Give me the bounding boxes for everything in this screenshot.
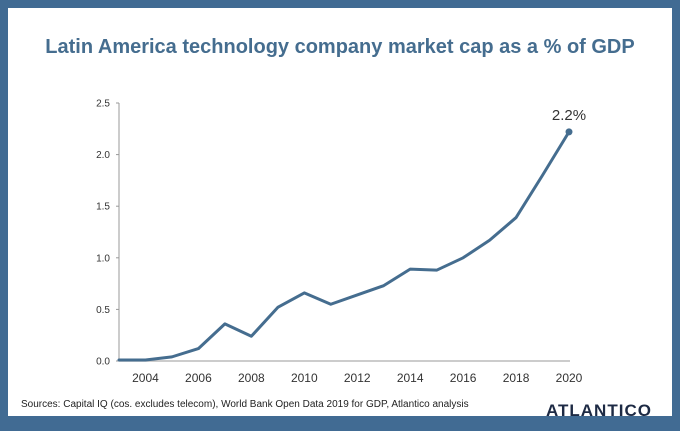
x-tick-label: 2016 xyxy=(450,371,477,385)
x-tick-label: 2014 xyxy=(397,371,424,385)
value-annotation: 2.2% xyxy=(552,107,586,124)
y-tick-label: 0.0 xyxy=(96,357,110,368)
x-tick-label: 2020 xyxy=(556,371,583,385)
end-point-marker xyxy=(565,128,573,136)
y-tick-label: 1.0 xyxy=(96,253,110,264)
x-tick-label: 2008 xyxy=(238,371,265,385)
y-tick-label: 1.5 xyxy=(96,202,110,213)
atlantico-logo: ATLANTICO xyxy=(546,401,652,420)
x-tick-label: 2018 xyxy=(503,371,530,385)
x-tick-label: 2006 xyxy=(185,371,212,385)
series-line xyxy=(117,130,571,362)
y-tick-label: 2.5 xyxy=(96,99,110,110)
x-tick-label: 2012 xyxy=(344,371,371,385)
x-tick-label: 2010 xyxy=(291,371,318,385)
y-tick-label: 0.5 xyxy=(96,305,110,316)
chart-title: Latin America technology company market … xyxy=(45,36,635,58)
source-note: Sources: Capital IQ (cos. excludes telec… xyxy=(21,399,469,410)
y-tick-label: 2.0 xyxy=(96,150,110,161)
x-tick-label: 2004 xyxy=(132,371,159,385)
